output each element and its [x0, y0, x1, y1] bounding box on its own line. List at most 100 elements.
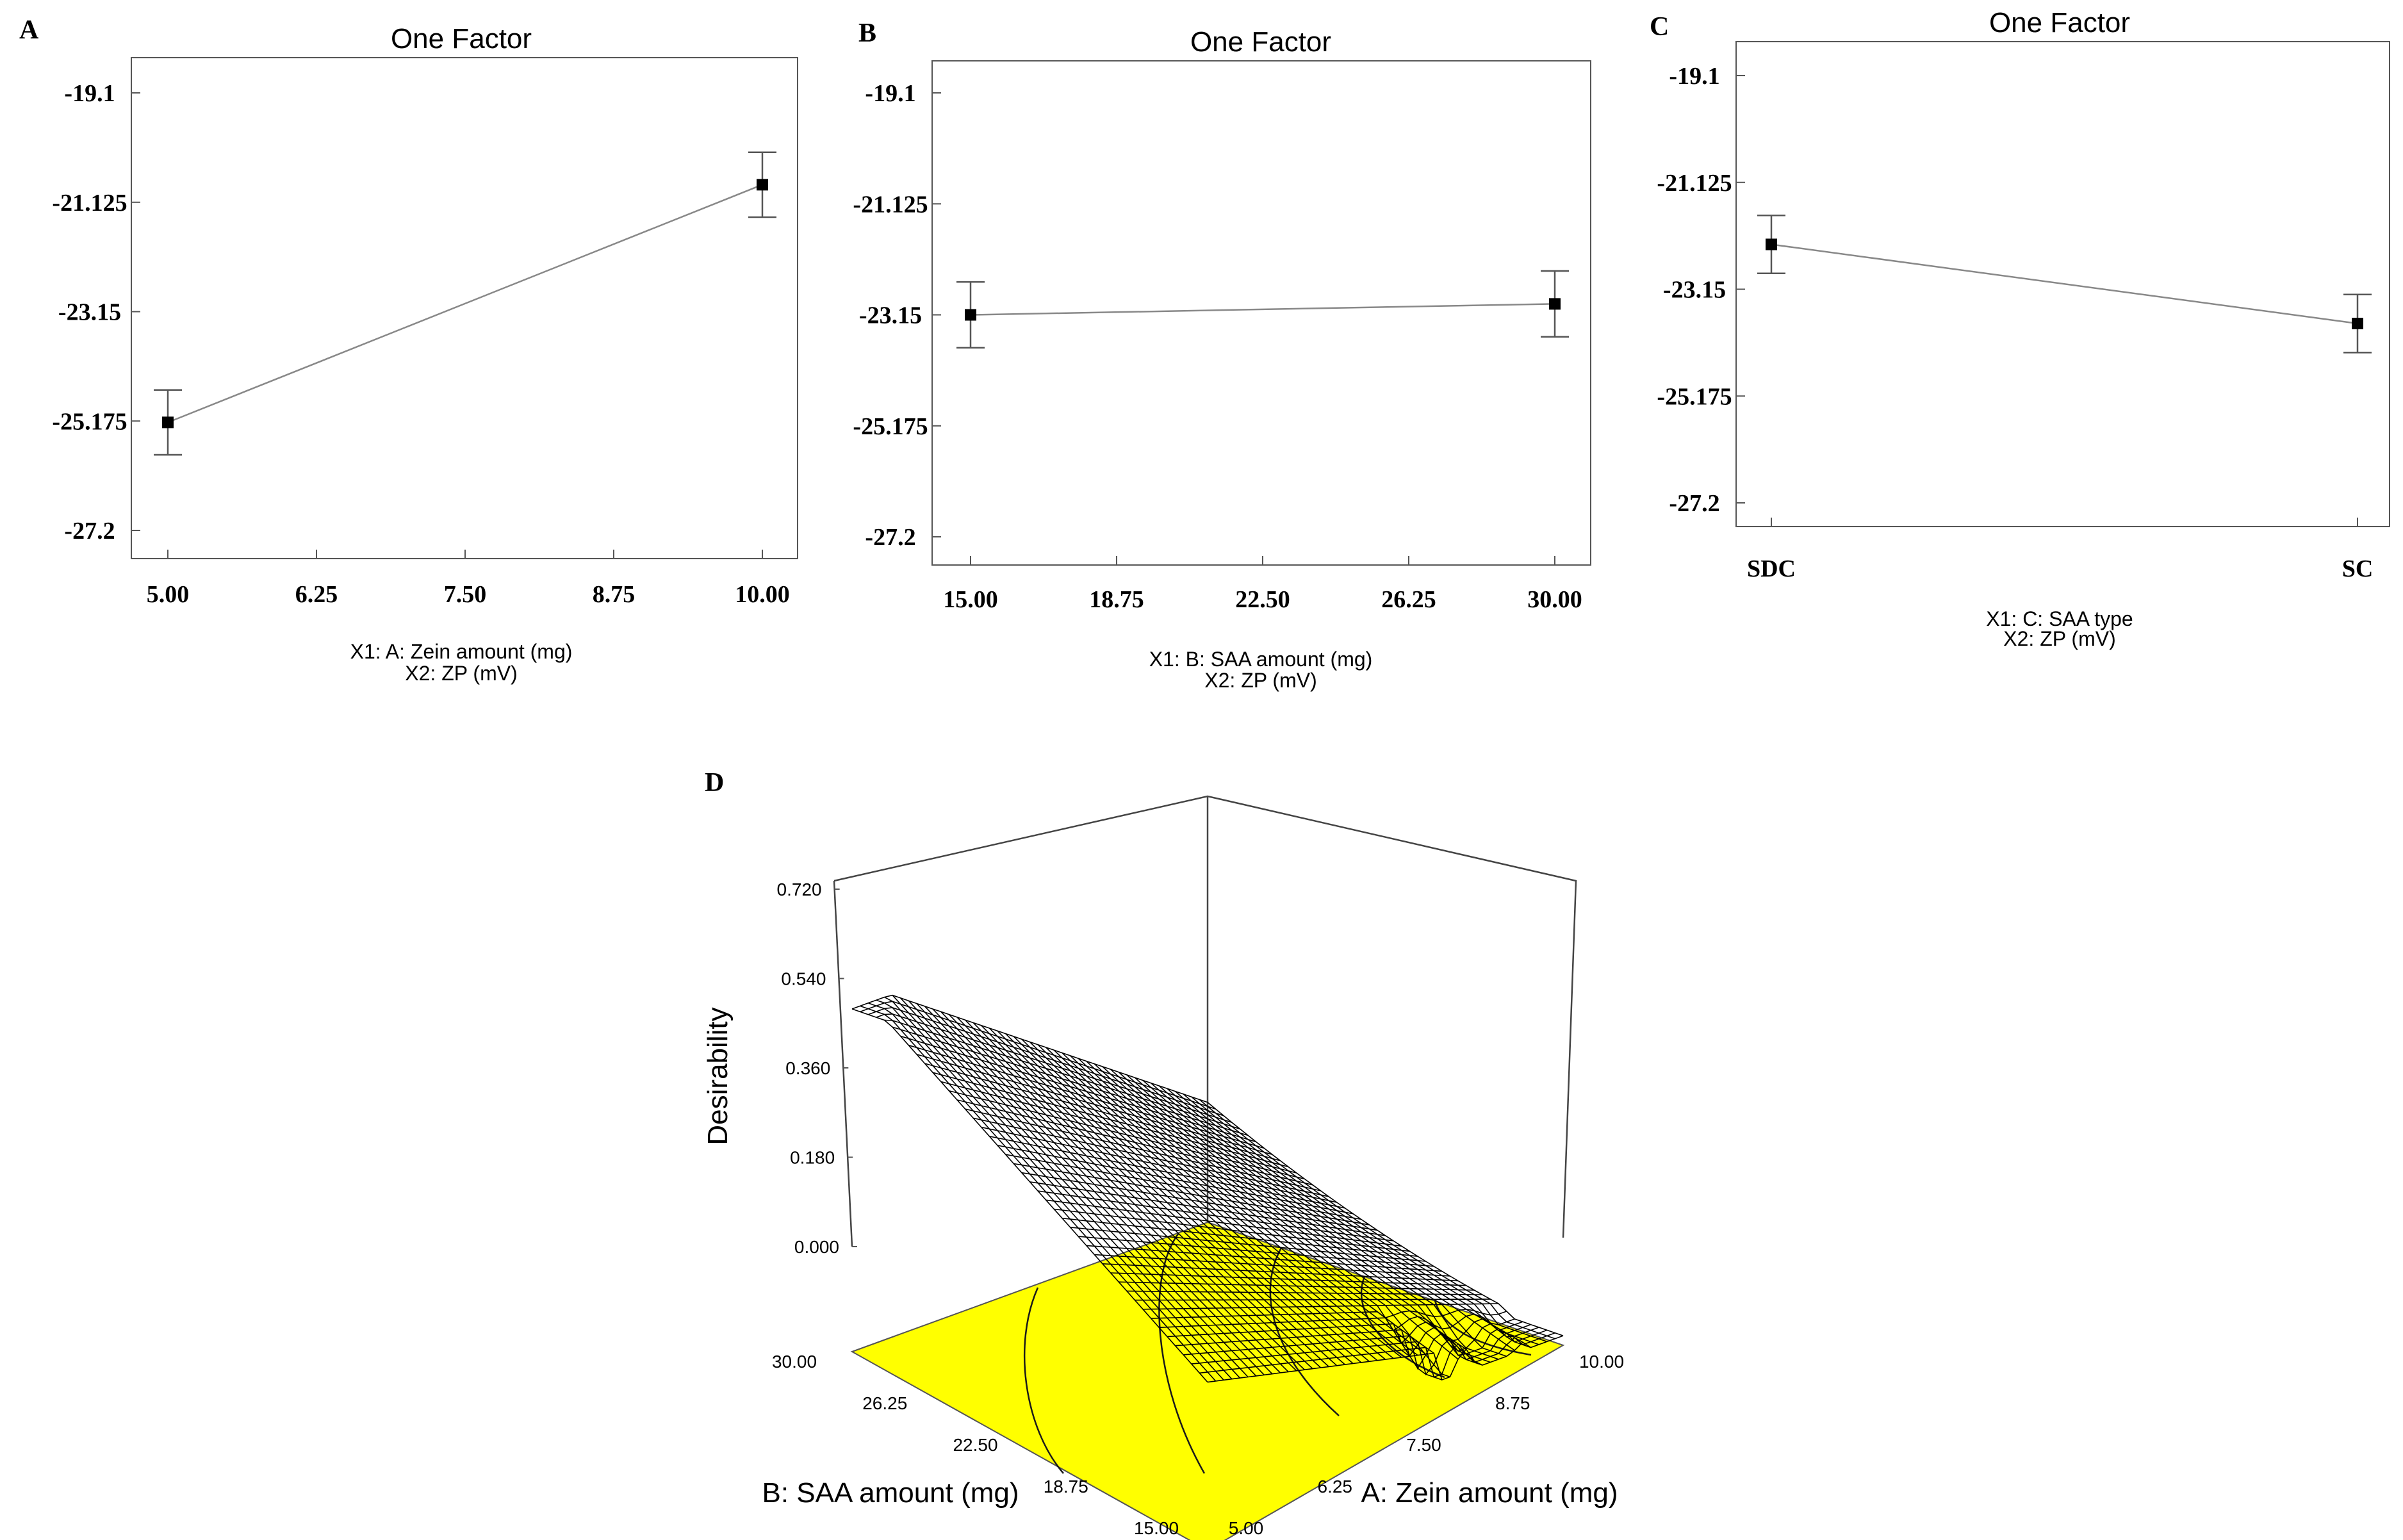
surface-mesh-line	[1094, 1063, 1450, 1378]
surface-mesh-line	[1142, 1079, 1499, 1360]
panel-c-y-ticks: -19.1 -21.125 -23.15 -25.175 -27.2	[1657, 63, 1745, 517]
data-point	[1549, 298, 1561, 310]
panel-d: D 0.720 0.540 0.360 0.180 0.000 5.00 6.25 7.50…	[702, 768, 1624, 1540]
panel-b-x-ticks: 15.00 18.75 22.50 26.25 30.00	[943, 556, 1582, 613]
z-tick-label: 0.180	[790, 1148, 835, 1168]
surface-mesh-line	[1013, 1036, 1370, 1362]
surface-mesh-line	[867, 1003, 1224, 1380]
x-tick-label: 15.00	[943, 586, 998, 613]
z-tick-label: 0.720	[777, 880, 822, 899]
y-tick-label: -21.125	[1657, 170, 1732, 197]
surface-mesh-line	[1174, 1090, 1531, 1348]
surface-mesh-line	[916, 1003, 1273, 1375]
surface-mesh-line	[1086, 1060, 1443, 1380]
surface-mesh-line	[1134, 1077, 1491, 1363]
y-tick-label: -19.1	[64, 80, 115, 107]
y-tick-label: -27.2	[865, 524, 915, 551]
panel-d-z-ticks: 0.720 0.540 0.360 0.180 0.000	[777, 880, 857, 1257]
panel-a-series	[154, 151, 776, 456]
panel-c-plot-frame	[1735, 41, 2390, 527]
surface-mesh-line	[1183, 1094, 1539, 1345]
y-tick-label: -27.2	[64, 518, 115, 545]
surface-mesh-line	[924, 1006, 1281, 1373]
panel-d-box	[833, 795, 1577, 1247]
panel-d-zlabel: Desirability	[702, 1007, 734, 1145]
x-tick-label: SDC	[1747, 555, 1796, 582]
panel-d-b-ticks: 30.00 26.25 22.50 18.75 15.00	[772, 1352, 1179, 1538]
panel-d-blabel: B: SAA amount (mg)	[762, 1477, 1019, 1509]
surface-mesh-line	[908, 1000, 1265, 1375]
y-tick-label: -19.1	[865, 80, 915, 107]
b-tick-label: 30.00	[772, 1352, 817, 1372]
x-tick-label: 7.50	[444, 581, 487, 608]
surface-mesh-line	[876, 999, 1233, 1380]
panel-d-alabel: A: Zein amount (mg)	[1361, 1477, 1618, 1509]
box-left-vertical	[833, 880, 853, 1247]
b-tick-label: 18.75	[1044, 1477, 1088, 1496]
surface-mesh-line	[1078, 1058, 1434, 1354]
series-line	[1771, 243, 2358, 325]
surface-mesh-line	[1199, 1099, 1555, 1339]
x-tick-label: 6.25	[295, 581, 338, 608]
x-tick-label: 22.50	[1235, 586, 1290, 613]
surface-mesh-line	[900, 997, 1257, 1377]
surface-mesh-line	[1062, 1053, 1418, 1356]
panel-c-ylabel: X2: ZP (mV)	[2003, 627, 2115, 650]
contour-line-2	[1158, 1233, 1206, 1474]
surface-mesh-line	[1207, 1102, 1564, 1336]
panel-a: A One Factor -19.1 -21.125 -23.15 -25.175 -2…	[19, 15, 798, 685]
panel-a-ylabel: X2: ZP (mV)	[405, 662, 517, 685]
x-tick-label: 5.00	[147, 581, 190, 608]
desirability-surface	[851, 994, 1564, 1383]
panel-c-series	[1757, 214, 2372, 354]
contour-line-4	[1360, 1276, 1445, 1379]
panel-b-ylabel: X2: ZP (mV)	[1204, 669, 1316, 692]
x-tick-label: SC	[2342, 555, 2374, 582]
x-tick-label: 30.00	[1527, 586, 1582, 613]
panel-c: C One Factor -19.1 -21.125 -23.15 -25.175 -2…	[1650, 7, 2390, 650]
x-tick-label: 18.75	[1089, 586, 1144, 613]
y-tick-label: -23.15	[58, 299, 121, 326]
panel-c-letter: C	[1650, 12, 1669, 42]
z-tick-label: 0.000	[794, 1237, 839, 1257]
x-tick-label: 26.25	[1381, 586, 1436, 613]
x-tick-label: 10.00	[735, 581, 790, 608]
panel-b-plot-frame	[931, 60, 1591, 566]
data-point	[162, 416, 174, 429]
y-tick-label: -25.175	[1657, 383, 1732, 410]
y-tick-label: -23.15	[859, 302, 922, 329]
data-point	[1766, 238, 1777, 250]
y-tick-label: -21.125	[853, 191, 928, 218]
surface-mesh-line	[1046, 1047, 1402, 1358]
surface-mesh-line	[1070, 1055, 1427, 1355]
surface-mesh-line	[1037, 1044, 1394, 1359]
surface-mesh-line	[981, 1025, 1338, 1366]
surface-mesh-line	[965, 1019, 1322, 1368]
y-tick-label: -23.15	[1663, 277, 1726, 304]
data-point	[757, 179, 768, 191]
panel-a-x-ticks: 5.00 6.25 7.50 8.75 10.00	[147, 550, 790, 608]
y-tick-label: -21.125	[52, 190, 127, 217]
surface-mesh-line	[988, 1028, 1345, 1365]
surface-mesh-line	[1118, 1072, 1475, 1362]
box-top-edges	[833, 795, 1577, 1238]
series-line	[167, 184, 763, 423]
panel-b-title: One Factor	[1190, 26, 1331, 58]
y-tick-label: -25.175	[52, 408, 127, 435]
z-tick-label: 0.540	[781, 969, 826, 989]
panel-a-title: One Factor	[391, 23, 532, 54]
y-tick-label: -19.1	[1669, 63, 1719, 90]
panel-a-letter: A	[19, 15, 39, 45]
b-tick-label: 15.00	[1134, 1518, 1179, 1538]
panel-b-y-ticks: -19.1 -21.125 -23.15 -25.175 -27.2	[853, 80, 941, 551]
a-tick-label: 7.50	[1406, 1435, 1441, 1455]
panel-d-letter: D	[705, 768, 724, 798]
panel-b-letter: B	[858, 19, 876, 48]
y-tick-label: -27.2	[1669, 490, 1719, 517]
data-point	[2352, 318, 2363, 330]
surface-mesh-line	[1191, 1096, 1548, 1343]
surface-mesh-line	[1053, 1049, 1410, 1357]
a-tick-label: 10.00	[1579, 1352, 1624, 1372]
surface-mesh-line	[860, 1005, 1217, 1382]
